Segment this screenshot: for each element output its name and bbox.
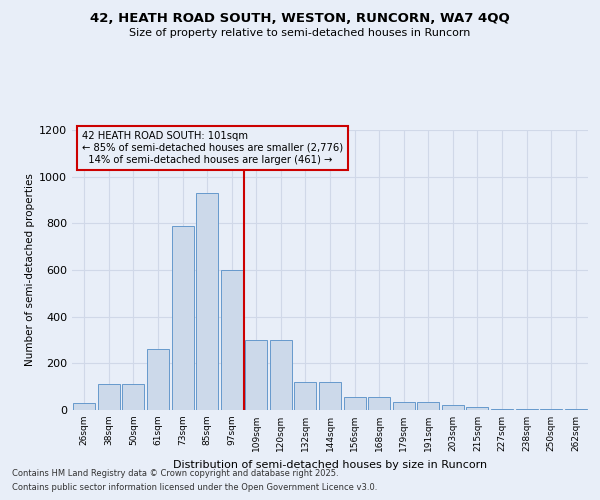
Y-axis label: Number of semi-detached properties: Number of semi-detached properties	[25, 174, 35, 366]
Bar	[196, 193, 218, 410]
Bar	[295, 382, 316, 410]
Bar	[368, 397, 390, 410]
Bar	[491, 409, 513, 410]
Bar	[98, 384, 120, 410]
Bar	[417, 402, 439, 410]
Bar	[122, 384, 145, 410]
Text: Size of property relative to semi-detached houses in Runcorn: Size of property relative to semi-detach…	[130, 28, 470, 38]
Bar	[466, 406, 488, 410]
Bar	[392, 402, 415, 410]
Bar	[540, 409, 562, 410]
Text: Contains HM Land Registry data © Crown copyright and database right 2025.: Contains HM Land Registry data © Crown c…	[12, 468, 338, 477]
Bar	[442, 406, 464, 410]
Text: Contains public sector information licensed under the Open Government Licence v3: Contains public sector information licen…	[12, 484, 377, 492]
Bar	[221, 270, 243, 410]
X-axis label: Distribution of semi-detached houses by size in Runcorn: Distribution of semi-detached houses by …	[173, 460, 487, 469]
Bar	[73, 403, 95, 410]
Bar	[270, 340, 292, 410]
Bar	[344, 397, 365, 410]
Bar	[319, 382, 341, 410]
Bar	[515, 409, 538, 410]
Bar	[172, 226, 194, 410]
Bar	[147, 350, 169, 410]
Bar	[245, 340, 268, 410]
Bar	[565, 409, 587, 410]
Text: 42 HEATH ROAD SOUTH: 101sqm
← 85% of semi-detached houses are smaller (2,776)
  : 42 HEATH ROAD SOUTH: 101sqm ← 85% of sem…	[82, 132, 343, 164]
Text: 42, HEATH ROAD SOUTH, WESTON, RUNCORN, WA7 4QQ: 42, HEATH ROAD SOUTH, WESTON, RUNCORN, W…	[90, 12, 510, 26]
